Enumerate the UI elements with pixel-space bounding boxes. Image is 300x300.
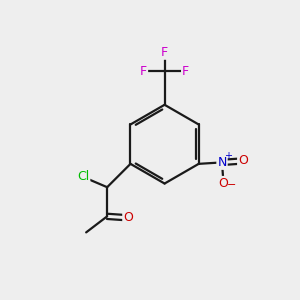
Text: O: O — [238, 154, 248, 167]
Text: N: N — [217, 156, 227, 169]
Text: O: O — [218, 177, 228, 190]
Text: −: − — [227, 180, 236, 190]
Text: F: F — [161, 46, 168, 59]
Text: F: F — [140, 65, 147, 78]
Text: O: O — [123, 211, 133, 224]
Text: Cl: Cl — [77, 170, 89, 184]
Text: +: + — [224, 151, 232, 161]
Text: F: F — [182, 65, 189, 78]
